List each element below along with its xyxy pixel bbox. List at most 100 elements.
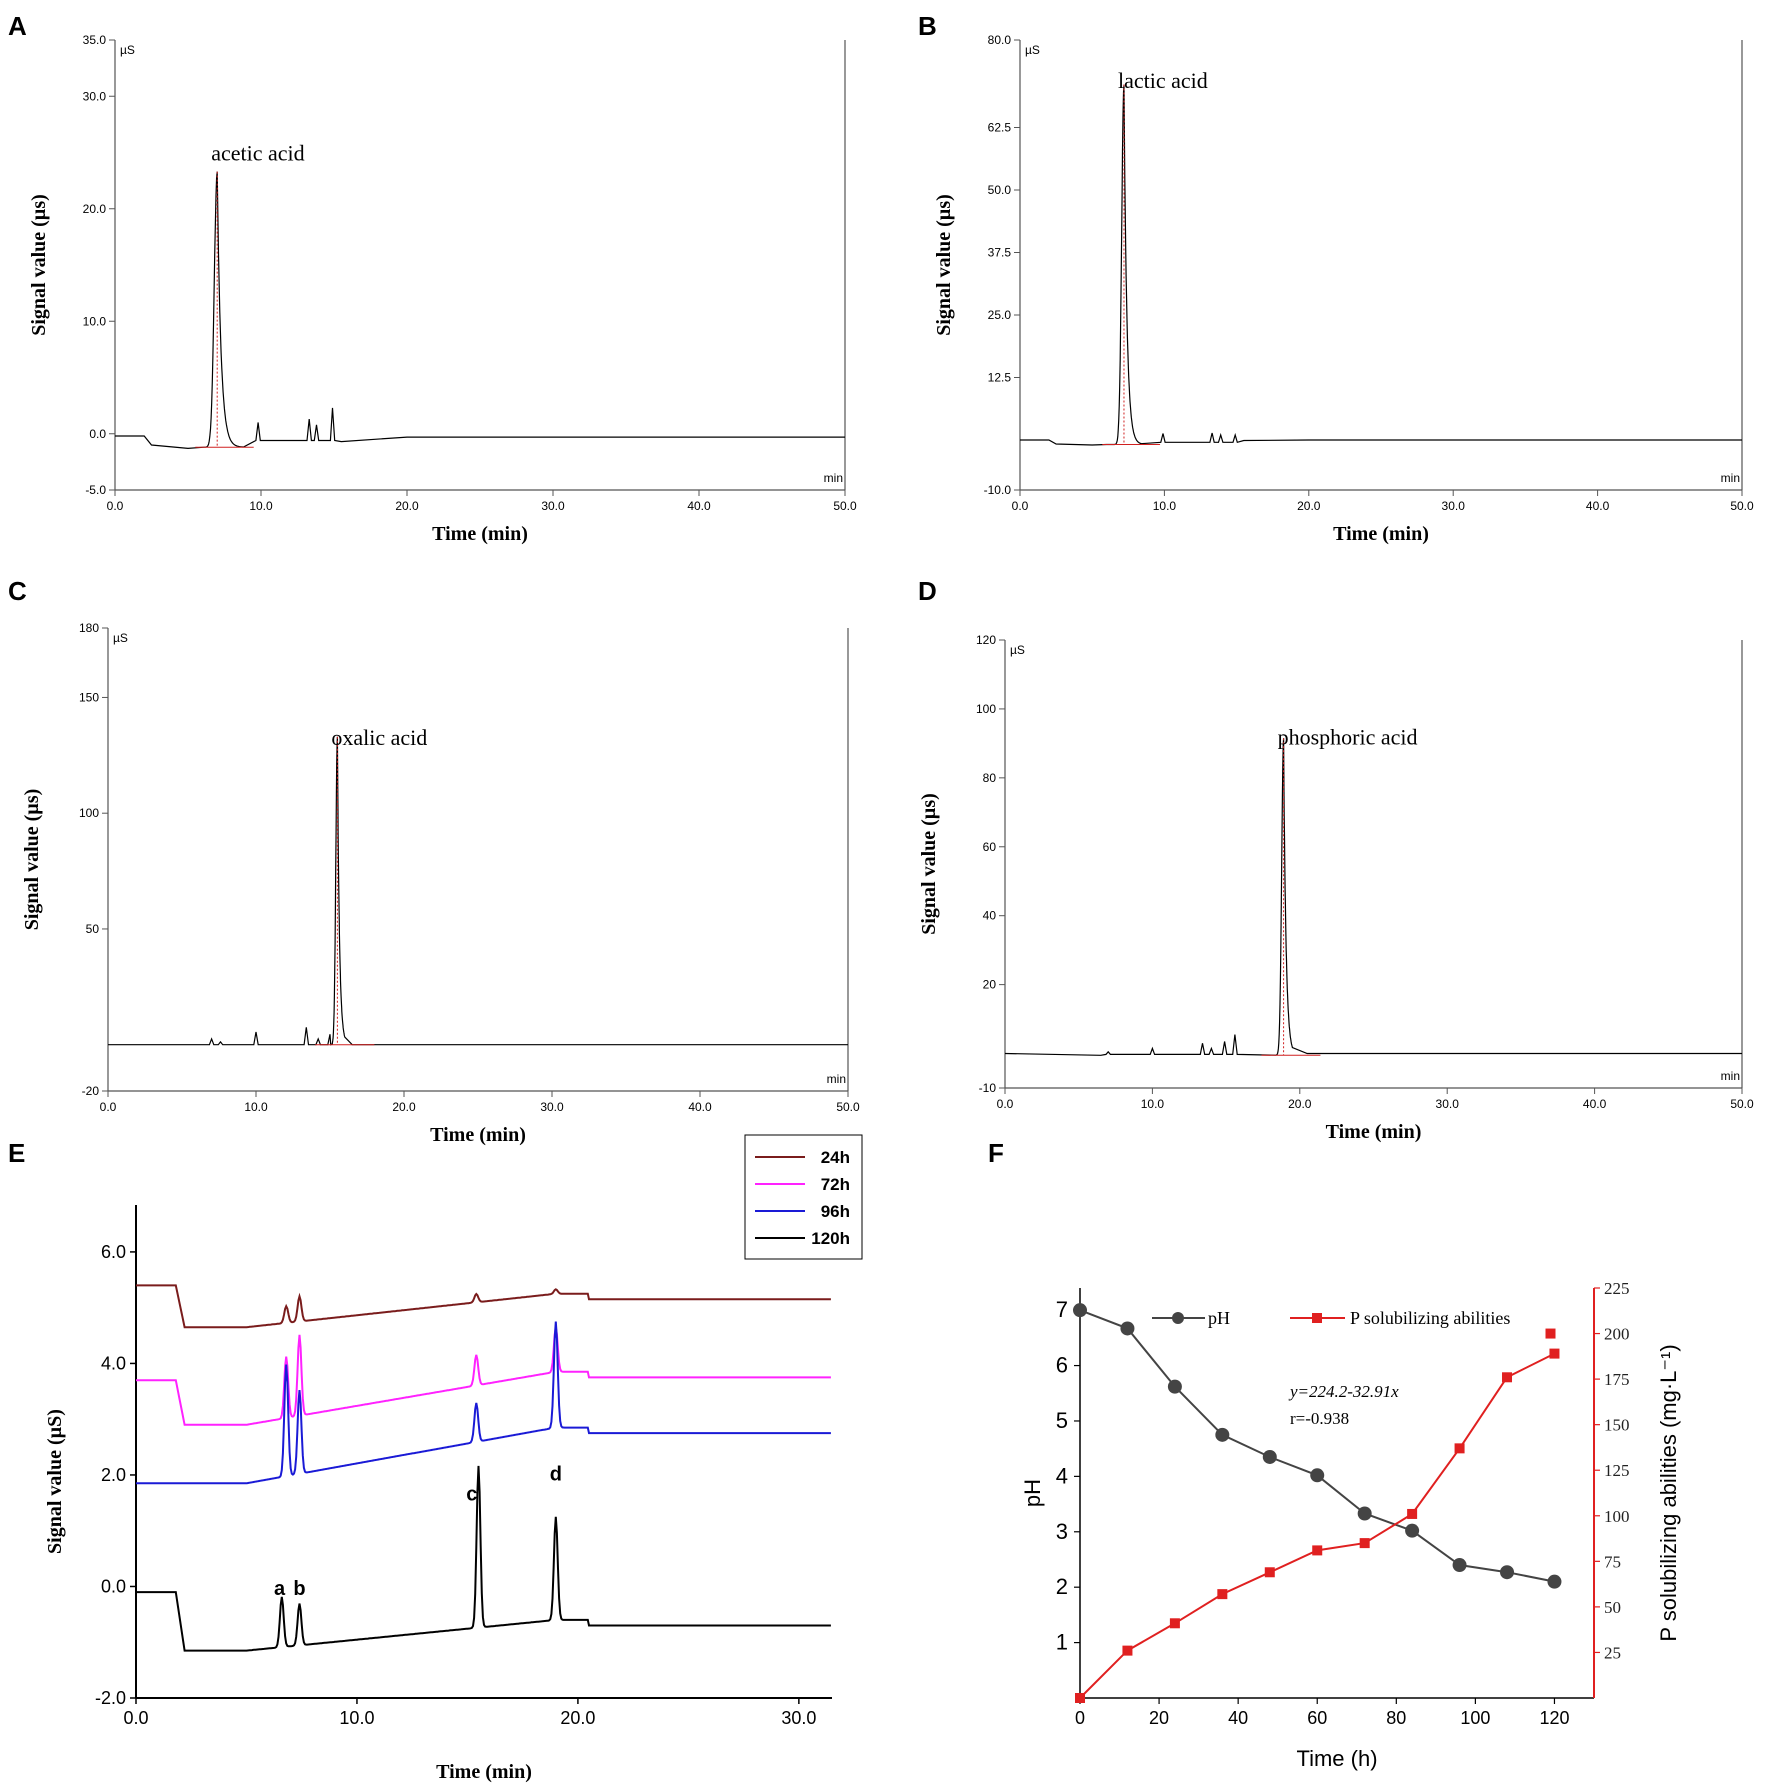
legend-label-120h: 120h — [811, 1229, 850, 1248]
y-tick-label: -2.0 — [95, 1688, 126, 1708]
x-tick-label: 30.0 — [781, 1708, 816, 1728]
x-tick-label: 100 — [1460, 1708, 1490, 1728]
x-tick-label: 20.0 — [1288, 1097, 1312, 1111]
x-tick-label: 50.0 — [833, 499, 857, 513]
p-point — [1122, 1645, 1133, 1656]
p-point — [1407, 1508, 1418, 1519]
y-tick-label: 62.5 — [988, 121, 1012, 135]
y-unit-label: µS — [113, 631, 128, 645]
y-tick-label: 4 — [1056, 1463, 1068, 1488]
signal-trace — [108, 736, 848, 1046]
y-tick-label: 1 — [1056, 1630, 1068, 1655]
legend-label-96h: 96h — [821, 1202, 850, 1221]
x-tick-label: 40 — [1228, 1708, 1248, 1728]
chart-panel-A: A-5.00.010.020.030.035.00.0 10.0 20.0 30.0 4… — [8, 11, 857, 545]
signal-trace — [115, 171, 845, 450]
x-tick-label: 10.0 — [244, 1100, 268, 1114]
x-tick-label: 0.0 — [100, 1100, 117, 1114]
y-axis-title: Signal value (µs) — [28, 194, 50, 336]
x-tick-label: 20.0 — [395, 499, 419, 513]
legend-label-24h: 24h — [821, 1148, 850, 1167]
y-tick-label: 50.0 — [988, 183, 1012, 197]
series-trace-96h — [136, 1321, 831, 1485]
panel-label: B — [918, 11, 937, 41]
y-tick-label: 60 — [983, 840, 997, 854]
series-line-p-solubilizing — [1079, 1352, 1555, 1699]
x-tick-label: 10.0 — [1153, 499, 1177, 513]
y-tick-label: 20 — [983, 978, 997, 992]
y-tick-label: -10.0 — [984, 483, 1012, 497]
x-tick-label: 50.0 — [836, 1100, 860, 1114]
peak-annotation: lactic acid — [1118, 68, 1208, 93]
y2-tick-label: 150 — [1604, 1416, 1630, 1435]
x-axis-title: Time (min) — [1326, 1121, 1422, 1143]
y-tick-label: -10 — [979, 1081, 997, 1095]
x-tick-label: 50.0 — [1730, 499, 1754, 513]
y-tick-label: 25.0 — [988, 308, 1012, 322]
x-tick-label: 40.0 — [687, 499, 711, 513]
y-unit-label: µS — [120, 43, 135, 57]
legend-marker-pH — [1172, 1312, 1184, 1324]
p-point — [1075, 1693, 1085, 1703]
p-point — [1312, 1545, 1323, 1556]
x-axis-title: Time (min) — [1333, 523, 1429, 545]
y-tick-label: 80 — [983, 771, 997, 785]
x-tick-label: 30.0 — [1442, 499, 1466, 513]
x-tick-label: 40.0 — [688, 1100, 712, 1114]
p-point — [1502, 1372, 1513, 1383]
ph-point — [1547, 1574, 1562, 1589]
x-tick-label: 0.0 — [107, 499, 124, 513]
x-unit-label: min — [827, 1072, 846, 1086]
ph-point — [1167, 1379, 1182, 1394]
panel-label: A — [8, 11, 27, 41]
x-tick-label: 40.0 — [1586, 499, 1610, 513]
y2-tick-label: 100 — [1604, 1507, 1630, 1526]
x-unit-label: min — [824, 471, 843, 485]
y-axis-title: Signal value (µs) — [933, 194, 955, 336]
y-tick-label: 80.0 — [988, 33, 1012, 47]
x-axis-title: Time (min) — [430, 1124, 526, 1146]
y-tick-label: 3 — [1056, 1519, 1068, 1544]
ph-point — [1405, 1523, 1420, 1538]
x-tick-label: 20.0 — [1297, 499, 1321, 513]
y2-tick-label: 50 — [1604, 1598, 1621, 1617]
y-axis-title: Signal value (µs) — [21, 789, 43, 931]
peak-label-d: d — [550, 1464, 562, 1486]
y-tick-label: 0.0 — [89, 427, 106, 441]
y-tick-label: 35.0 — [83, 33, 107, 47]
x-tick-label: 40.0 — [1583, 1097, 1607, 1111]
panel-label: F — [988, 1138, 1004, 1168]
chart-panel-B: B -10.0 12.5 25.0 37.5 50.0 62.5 80.0 0.0 10.0 20.… — [918, 11, 1754, 545]
y-tick-label: 2.0 — [101, 1465, 126, 1485]
series-trace-120h — [136, 1465, 831, 1652]
x-tick-label: 0 — [1075, 1708, 1085, 1728]
y-axis-title: pH — [1020, 1479, 1045, 1507]
x-unit-label: min — [1721, 1069, 1740, 1083]
panel-label: E — [8, 1138, 25, 1168]
p-point — [1549, 1348, 1560, 1359]
y-unit-label: µS — [1025, 43, 1040, 57]
y-tick-label: 30.0 — [83, 89, 107, 103]
x-tick-label: 0.0 — [123, 1708, 148, 1728]
peak-label-a: a — [274, 1578, 286, 1600]
y-tick-label: 12.5 — [988, 371, 1012, 385]
y2-tick-label: 200 — [1604, 1325, 1630, 1344]
y-tick-label: -20 — [82, 1084, 100, 1098]
x-tick-label: 0.0 — [1012, 499, 1029, 513]
peak-annotation: acetic acid — [211, 141, 304, 166]
y-tick-label: 150 — [79, 690, 99, 704]
y-tick-label: 40 — [983, 909, 997, 923]
signal-trace — [1020, 84, 1742, 446]
y2-tick-label: 75 — [1604, 1552, 1621, 1571]
ph-point — [1452, 1558, 1467, 1573]
p-point — [1264, 1567, 1275, 1578]
x-tick-label: 10.0 — [339, 1708, 374, 1728]
legend-marker-p — [1312, 1313, 1322, 1323]
y-tick-label: 5 — [1056, 1408, 1068, 1433]
y2-tick-label: 25 — [1604, 1643, 1621, 1662]
legend-label-72h: 72h — [821, 1175, 850, 1194]
ph-point — [1500, 1565, 1515, 1580]
p-point — [1359, 1538, 1370, 1549]
x-tick-label: 30.0 — [540, 1100, 564, 1114]
